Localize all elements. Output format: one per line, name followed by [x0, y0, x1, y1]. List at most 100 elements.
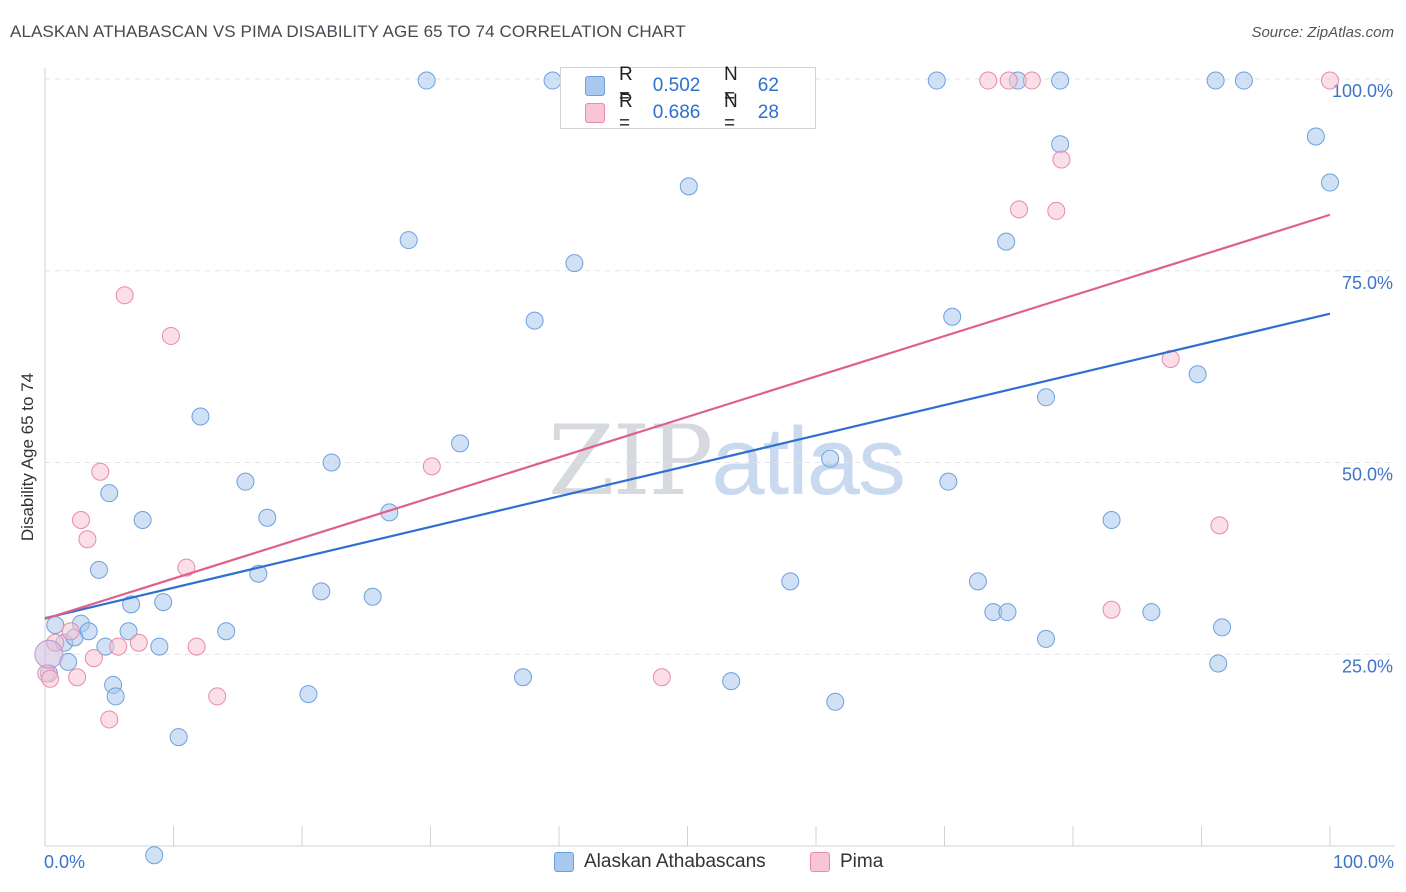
athabascan-point [299, 685, 318, 704]
x-tick-label-right: 100.0% [1333, 852, 1394, 872]
y-axis-label: Disability Age 65 to 74 [18, 373, 37, 541]
pima-point [999, 71, 1018, 90]
watermark-atlas: atlas [711, 408, 906, 515]
athabascan-point [1037, 388, 1056, 407]
athabascan-point [927, 71, 946, 90]
pima-point [1010, 200, 1029, 219]
athabascan-point [417, 71, 436, 90]
athabascan-point [154, 593, 173, 612]
athabascan-point [145, 846, 164, 865]
chart-title: ALASKAN ATHABASCAN VS PIMA DISABILITY AG… [10, 22, 686, 41]
pima-point [1210, 516, 1229, 535]
athabascan-point [1234, 71, 1253, 90]
athabascan-point [525, 311, 544, 330]
y-tick-label: 25.0% [1342, 656, 1393, 676]
stats-legend: R = 0.502 N = 62 R = 0.686 N = 28 [560, 64, 816, 134]
athabascan-point [217, 622, 236, 641]
pima-point [1321, 71, 1339, 90]
pima-point [422, 457, 441, 476]
stats-n-value: 62 [757, 75, 779, 96]
pima-trend-line [44, 213, 1331, 621]
stats-row-pima: R = 0.686 N = 28 [585, 91, 815, 134]
stats-r-label: R = [619, 91, 633, 134]
athabascan-point [1051, 135, 1070, 154]
cluster-point [34, 639, 64, 669]
pima-point [652, 668, 671, 687]
athabascan-point [543, 71, 562, 90]
stats-n-value: 28 [757, 102, 779, 123]
pima-point [109, 637, 128, 656]
athabascan-point [998, 603, 1017, 622]
pima-point [161, 326, 180, 345]
pima-point [979, 71, 998, 90]
pima-point [115, 286, 134, 305]
watermark: ZIPatlas [548, 405, 906, 517]
athabascan-point [1321, 173, 1339, 192]
athabascan-point [236, 472, 255, 491]
pima-point [1047, 201, 1066, 220]
athabascan-point [1051, 71, 1070, 90]
athabascan-point [322, 453, 341, 472]
athabascan-point [826, 692, 845, 711]
stats-r-label: R = [619, 64, 633, 107]
athabascan-point [100, 484, 119, 503]
athabascan-point [1188, 365, 1207, 384]
athabascan-point [363, 587, 382, 606]
source-credit: Source: ZipAtlas.com [1251, 24, 1394, 41]
athabascan-point [939, 472, 958, 491]
athabascan-trend-line [44, 312, 1331, 620]
stats-row-athabascan: R = 0.502 N = 62 [585, 64, 815, 107]
athabascan-point [133, 511, 152, 530]
athabascan-point [79, 622, 98, 641]
stats-r-value: 0.502 [652, 75, 701, 96]
athabascan-point [1209, 654, 1228, 673]
athabascan-point [169, 728, 188, 747]
pima-point [100, 710, 119, 729]
athabascan-point [399, 231, 418, 250]
athabascan-point [997, 232, 1016, 251]
athabascan-point [821, 449, 840, 468]
pima-point [1052, 150, 1071, 169]
athabascan-point [1037, 629, 1056, 648]
athabascan-point [46, 616, 65, 635]
pima-point [68, 668, 87, 687]
pima-point [78, 530, 97, 549]
y-tick-label: 50.0% [1342, 465, 1393, 485]
legend-label-athabascan: Alaskan Athabascans [584, 851, 766, 872]
pima-point [177, 558, 196, 577]
series-legend: Alaskan Athabascans Pima [0, 851, 1406, 879]
stats-n-label: N = [724, 64, 738, 107]
athabascan-point [722, 672, 741, 691]
athabascan-point [258, 508, 277, 527]
athabascan-point [451, 434, 470, 453]
stats-n-label: N = [724, 91, 738, 134]
athabascan-point [312, 582, 331, 601]
watermark-zip: ZIP [548, 405, 713, 517]
athabascan-point [1306, 127, 1325, 146]
pima-point [1022, 71, 1041, 90]
athabascan-point [781, 572, 800, 591]
pima-point [208, 687, 227, 706]
athabascan-point [1213, 618, 1232, 637]
athabascan-point [565, 254, 584, 273]
pima-point [187, 637, 206, 656]
athabascan-point [122, 595, 141, 614]
athabascan-point [191, 407, 210, 426]
x-tick-label-left: 0.0% [44, 852, 85, 872]
athabascan-point [943, 307, 962, 326]
legend-label-pima: Pima [840, 851, 884, 872]
legend-item-athabascan[interactable]: Alaskan Athabascans [554, 851, 766, 873]
pima-point [129, 633, 148, 652]
athabascan-point [150, 637, 169, 656]
legend-item-pima[interactable]: Pima [810, 851, 883, 873]
y-tick-label: 75.0% [1342, 273, 1393, 293]
pima-point [71, 511, 90, 530]
athabascan-point [679, 177, 698, 196]
stats-swatch-athabascan [585, 76, 605, 96]
athabascan-point [1142, 603, 1161, 622]
stats-swatch-pima [585, 103, 605, 123]
athabascan-point [968, 572, 987, 591]
pima-point [41, 669, 60, 688]
athabascan-point [89, 560, 108, 579]
